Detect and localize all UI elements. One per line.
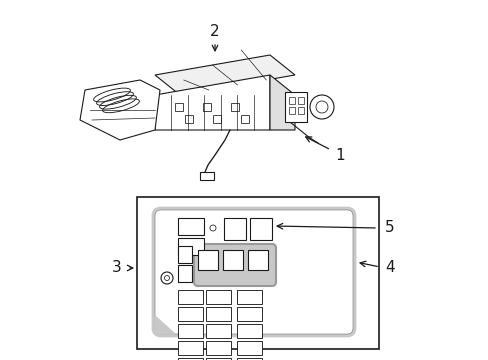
Text: 5: 5 bbox=[385, 220, 394, 235]
Bar bbox=[249, 218, 271, 240]
Bar bbox=[288, 97, 294, 104]
Bar bbox=[200, 172, 214, 180]
Bar bbox=[288, 107, 294, 114]
Bar bbox=[237, 358, 262, 360]
Polygon shape bbox=[155, 316, 175, 334]
Bar bbox=[137, 197, 378, 349]
Circle shape bbox=[309, 95, 333, 119]
Bar bbox=[178, 341, 203, 355]
Bar bbox=[297, 107, 304, 114]
Bar bbox=[237, 341, 262, 355]
Bar bbox=[178, 324, 203, 338]
Bar bbox=[178, 265, 192, 282]
Bar bbox=[178, 238, 203, 255]
Bar bbox=[237, 307, 262, 321]
Bar bbox=[213, 115, 221, 123]
Bar bbox=[247, 250, 267, 270]
Bar bbox=[205, 341, 230, 355]
Bar bbox=[178, 290, 203, 304]
Bar bbox=[224, 218, 245, 240]
Bar bbox=[237, 290, 262, 304]
Bar bbox=[237, 324, 262, 338]
Bar bbox=[178, 218, 203, 235]
Bar bbox=[223, 250, 243, 270]
Text: 1: 1 bbox=[334, 148, 344, 162]
Polygon shape bbox=[155, 55, 294, 95]
Bar bbox=[178, 246, 192, 263]
Bar bbox=[205, 307, 230, 321]
FancyBboxPatch shape bbox=[153, 208, 354, 336]
Bar bbox=[205, 290, 230, 304]
Bar bbox=[205, 358, 230, 360]
FancyBboxPatch shape bbox=[194, 244, 275, 286]
Bar bbox=[285, 92, 306, 122]
Bar bbox=[230, 103, 239, 111]
Text: 3: 3 bbox=[112, 261, 122, 275]
Polygon shape bbox=[80, 80, 160, 140]
Bar bbox=[198, 250, 218, 270]
Bar bbox=[178, 358, 203, 360]
Bar bbox=[178, 307, 203, 321]
Bar bbox=[241, 115, 248, 123]
Bar bbox=[297, 97, 304, 104]
Bar bbox=[205, 324, 230, 338]
Bar bbox=[184, 115, 193, 123]
FancyBboxPatch shape bbox=[155, 210, 352, 334]
Bar bbox=[175, 103, 183, 111]
Bar bbox=[203, 103, 210, 111]
Polygon shape bbox=[155, 75, 269, 130]
Text: 4: 4 bbox=[385, 261, 394, 275]
Polygon shape bbox=[269, 75, 294, 130]
Text: 2: 2 bbox=[210, 24, 220, 40]
